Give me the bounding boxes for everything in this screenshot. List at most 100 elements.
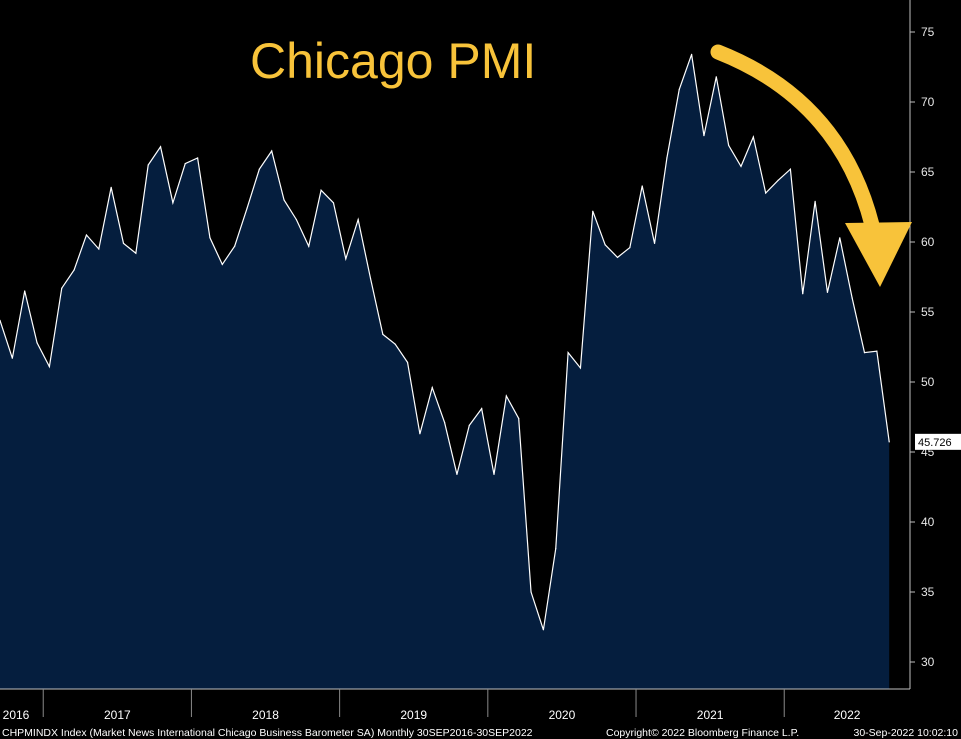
data-point (147, 164, 149, 166)
footer: CHPMINDX Index (Market News Internationa… (2, 727, 958, 739)
data-point (135, 252, 137, 254)
y-tick-label: 50 (921, 375, 935, 389)
data-point (752, 136, 754, 138)
data-point (863, 352, 866, 354)
data-point (85, 234, 88, 236)
data-point (641, 185, 643, 187)
data-point (73, 269, 75, 271)
last-value-label: 45.726 (918, 437, 952, 449)
y-tick-label: 40 (921, 515, 935, 529)
data-point (0, 319, 1, 321)
data-point (369, 277, 372, 279)
data-point (666, 157, 668, 159)
y-tick-label: 35 (921, 585, 935, 599)
data-point (604, 244, 606, 246)
x-tick-label: 2021 (697, 708, 724, 722)
x-tick-label: 2020 (549, 708, 576, 722)
data-point (11, 357, 13, 359)
data-point (616, 256, 619, 258)
data-point (36, 342, 38, 344)
data-point (653, 242, 656, 244)
data-point (332, 202, 335, 204)
data-point (258, 168, 260, 170)
downtrend-arrow (710, 44, 912, 287)
data-point (24, 290, 26, 292)
y-tick-label: 70 (921, 95, 935, 109)
data-point (888, 441, 890, 443)
data-point (678, 88, 680, 90)
data-point (159, 146, 162, 148)
y-tick-label: 60 (921, 235, 935, 249)
data-point (172, 202, 174, 204)
footer-source: CHPMINDX Index (Market News Internationa… (2, 727, 533, 739)
data-point (122, 242, 125, 244)
data-point (382, 333, 384, 335)
arrow-head (845, 222, 912, 287)
data-point (814, 200, 816, 202)
x-tick-label: 2018 (252, 708, 279, 722)
data-point (308, 245, 310, 247)
data-point (406, 361, 409, 363)
chart-title: Chicago PMI (250, 33, 536, 89)
data-point (493, 473, 495, 475)
data-point (357, 219, 359, 221)
y-tick-label: 30 (921, 655, 935, 669)
data-point (61, 287, 63, 289)
data-point (345, 258, 347, 260)
data-point (98, 248, 100, 250)
data-point (456, 473, 458, 475)
data-point (728, 144, 730, 146)
data-point (530, 591, 532, 593)
data-point (283, 199, 285, 201)
data-point (110, 186, 112, 188)
data-point (246, 207, 248, 209)
data-point (691, 53, 693, 56)
data-point (629, 247, 631, 249)
data-point (567, 352, 569, 354)
data-point (184, 163, 186, 165)
x-axis: 2016 2017 2018 2019 2020 2021 2022 (0, 688, 910, 722)
data-point (444, 422, 446, 424)
data-point (394, 343, 396, 345)
series-area (0, 54, 890, 689)
footer-copyright: Copyright© 2022 Bloomberg Finance L.P. (606, 727, 799, 739)
x-tick-label: 2016 (3, 708, 30, 722)
data-point (468, 424, 470, 426)
arrow-shaft (710, 44, 880, 233)
data-point (765, 192, 767, 194)
x-tick-label: 2017 (104, 708, 131, 722)
data-point (295, 219, 297, 221)
x-tick-label: 2019 (400, 708, 427, 722)
data-point (431, 387, 433, 389)
data-point (839, 237, 841, 239)
data-point (271, 150, 273, 152)
data-point (505, 395, 507, 397)
data-point (197, 157, 199, 159)
data-point (234, 245, 236, 247)
data-point (740, 165, 742, 167)
data-point (876, 350, 878, 352)
y-tick-label: 65 (921, 165, 935, 179)
data-point (48, 366, 51, 368)
footer-timestamp: 30-Sep-2022 10:02:10 (853, 727, 958, 739)
data-point (592, 210, 594, 212)
data-point (703, 135, 705, 137)
data-point (518, 417, 520, 419)
data-point (777, 179, 779, 181)
data-point (789, 168, 792, 170)
data-point (419, 433, 421, 435)
data-point (851, 297, 853, 299)
y-tick-label: 55 (921, 305, 935, 319)
data-point (555, 548, 557, 550)
last-value-badge (915, 433, 961, 450)
data-point (320, 189, 322, 191)
data-point (221, 263, 223, 265)
plot-area (0, 53, 890, 689)
data-point (209, 237, 211, 239)
data-point (542, 629, 545, 631)
data-point (579, 367, 582, 369)
x-tick-label: 2022 (834, 708, 861, 722)
y-tick-label: 75 (921, 25, 935, 39)
